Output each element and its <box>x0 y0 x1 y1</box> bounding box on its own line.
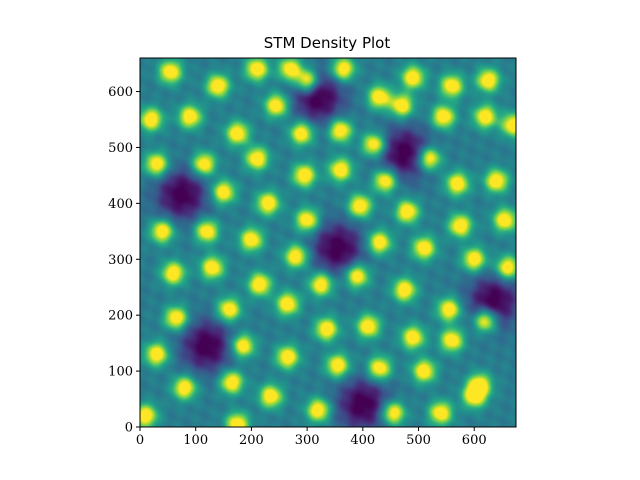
x-tick-label: 0 <box>136 433 144 448</box>
x-tick-label: 500 <box>406 433 431 448</box>
y-tick-label: 500 <box>108 141 133 156</box>
plot-frame <box>139 57 517 428</box>
heatmap-image <box>140 58 516 427</box>
plot-area <box>139 57 517 428</box>
x-tick-label: 100 <box>183 433 208 448</box>
y-axis: 0 100 200 300 400 500 600 <box>108 85 140 436</box>
y-tick-label: 100 <box>108 365 133 380</box>
x-tick-label: 200 <box>239 433 264 448</box>
x-axis: 0 100 200 300 400 500 600 <box>136 427 487 448</box>
x-tick-label: 600 <box>462 433 487 448</box>
x-tick-label: 400 <box>350 433 375 448</box>
chart-title: STM Density Plot <box>264 34 391 52</box>
y-tick-label: 300 <box>108 253 133 268</box>
y-tick-label: 600 <box>108 85 133 100</box>
y-tick-label: 200 <box>108 309 133 324</box>
y-tick-label: 400 <box>108 197 133 212</box>
x-tick-label: 300 <box>295 433 320 448</box>
y-tick-label: 0 <box>125 421 133 436</box>
